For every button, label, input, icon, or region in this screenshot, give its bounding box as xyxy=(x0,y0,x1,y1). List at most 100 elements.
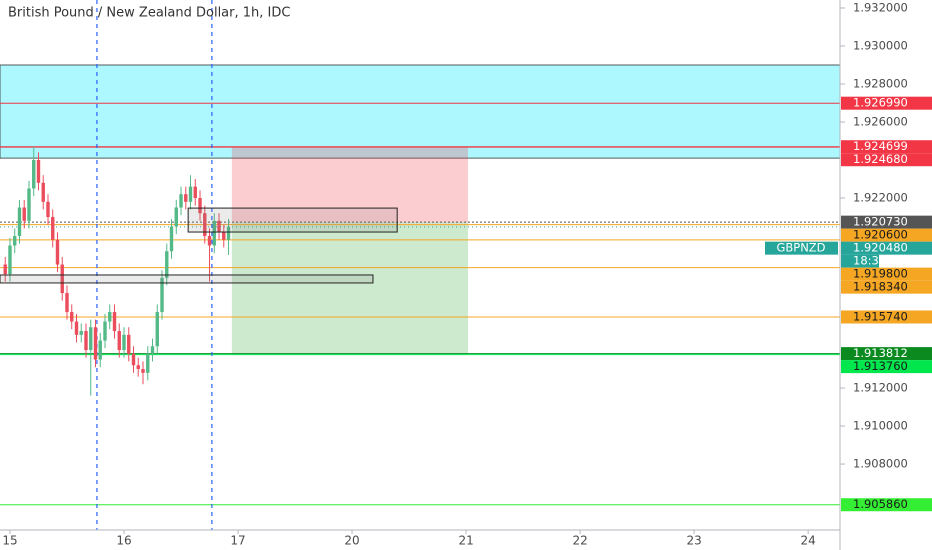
level-badge xyxy=(841,96,932,110)
level-label: 1.905860 xyxy=(853,497,908,511)
level-label: 1.924699 xyxy=(853,139,908,153)
candle-body xyxy=(222,232,226,240)
stop-zone xyxy=(231,146,468,223)
x-tick-label: 17 xyxy=(230,534,245,548)
candle-body xyxy=(22,207,26,221)
candle-body xyxy=(122,334,126,351)
candle-body xyxy=(60,264,64,294)
symbol-badge xyxy=(765,241,838,255)
level-label: 1.918340 xyxy=(853,280,908,294)
last-price-label: 1.920480 xyxy=(853,241,908,255)
level-label: 1.920600 xyxy=(853,228,908,242)
candle-body xyxy=(84,331,88,351)
candle-body xyxy=(188,186,193,202)
candle-body xyxy=(98,340,102,360)
candle-body xyxy=(55,239,60,265)
candle-body xyxy=(8,245,12,275)
candle-body xyxy=(36,160,41,183)
candle-body xyxy=(141,369,145,373)
candle-body xyxy=(226,226,231,240)
level-badge xyxy=(841,360,932,374)
level-badge xyxy=(841,140,932,154)
x-tick-label: 16 xyxy=(116,534,131,548)
candle-body xyxy=(13,236,17,246)
candle-body xyxy=(198,198,202,214)
drawn-rectangle xyxy=(187,207,398,233)
candle-body xyxy=(193,186,197,199)
level-label: 1.919800 xyxy=(853,267,908,281)
candle-body xyxy=(169,226,174,252)
y-tick-label: 1.928000 xyxy=(853,76,908,90)
candle-body xyxy=(108,312,112,322)
level-badge xyxy=(841,228,932,242)
candle-body xyxy=(146,353,150,373)
level-label: 1.913812 xyxy=(853,346,908,360)
candle-body xyxy=(155,312,159,347)
y-tick-label: 1.908000 xyxy=(853,457,908,471)
candle-body xyxy=(103,321,107,341)
countdown-label: 18:38 xyxy=(853,254,886,268)
candle-body xyxy=(136,365,140,370)
candle-body xyxy=(165,251,169,278)
countdown-badge xyxy=(841,254,879,268)
candle-body xyxy=(74,321,79,335)
chart-title: British Pound / New Zealand Dollar, 1h, … xyxy=(8,6,290,21)
y-tick-label: 1.910000 xyxy=(853,419,908,433)
x-tick-label: 23 xyxy=(686,534,701,548)
y-tick-label: 1.926000 xyxy=(853,115,908,129)
candle-body xyxy=(46,201,50,218)
symbol-label: GBPNZD xyxy=(776,241,825,255)
y-tick-label: 1.930000 xyxy=(853,38,908,52)
level-label: 1.924680 xyxy=(853,152,908,166)
level-badge xyxy=(841,280,932,294)
level-label: 1.926990 xyxy=(853,96,908,110)
x-tick-label: 21 xyxy=(458,534,473,548)
candle-body xyxy=(174,207,178,227)
x-tick-label: 24 xyxy=(801,534,816,548)
candle-body xyxy=(70,312,74,322)
candle-body xyxy=(65,293,69,313)
candle-body xyxy=(27,188,31,221)
candle-body xyxy=(217,220,221,233)
level-label: 1.915740 xyxy=(853,309,908,323)
candle-body xyxy=(160,277,164,313)
candle-body xyxy=(131,353,136,366)
candle-body xyxy=(3,264,7,275)
candle-body xyxy=(32,160,36,189)
candle-body xyxy=(184,194,188,202)
candle-body xyxy=(17,207,22,237)
candle-body xyxy=(89,327,93,351)
target-zone xyxy=(231,222,468,354)
level-label: 1.913760 xyxy=(853,359,908,373)
level-badge xyxy=(841,347,932,361)
candle-body xyxy=(207,236,212,246)
level-badge xyxy=(841,267,932,281)
level-badge xyxy=(841,153,932,167)
plot-area xyxy=(0,0,841,530)
x-tick-label: 22 xyxy=(572,534,587,548)
candle-body xyxy=(212,220,216,246)
last-price-badge xyxy=(841,241,932,255)
candle-body xyxy=(79,331,83,335)
level-badge xyxy=(841,215,932,229)
y-tick-label: 1.932000 xyxy=(853,0,908,14)
candle-body xyxy=(150,346,155,354)
candle-body xyxy=(179,194,183,208)
zone xyxy=(0,64,841,159)
candle-body xyxy=(51,217,55,240)
candle-body xyxy=(117,331,121,351)
level-label: 1.920730 xyxy=(853,215,908,229)
level-badge xyxy=(841,310,932,324)
x-tick-label: 20 xyxy=(344,534,359,548)
drawn-rectangle xyxy=(0,274,374,284)
candle-body xyxy=(93,327,98,360)
candle-body xyxy=(203,213,207,237)
candle-body xyxy=(127,334,131,354)
y-tick-label: 1.922000 xyxy=(853,191,908,205)
level-badge xyxy=(841,498,932,512)
y-tick-label: 1.912000 xyxy=(853,381,908,395)
x-tick-label: 15 xyxy=(2,534,17,548)
candle-body xyxy=(41,182,45,202)
